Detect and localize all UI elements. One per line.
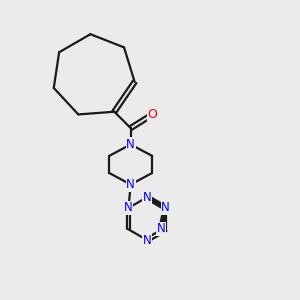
Text: N: N <box>124 202 133 214</box>
Text: N: N <box>157 222 166 236</box>
Text: N: N <box>126 138 135 151</box>
Text: N: N <box>143 234 152 247</box>
Text: O: O <box>147 108 157 121</box>
Text: N: N <box>143 191 152 204</box>
Text: N: N <box>126 178 135 191</box>
Text: N: N <box>161 202 170 214</box>
